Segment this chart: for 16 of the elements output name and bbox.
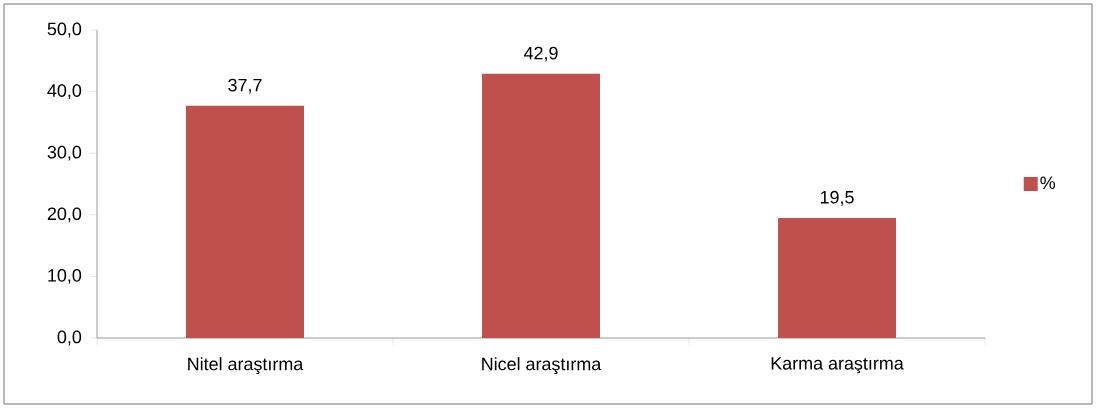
bar xyxy=(186,105,305,338)
bar xyxy=(778,217,897,338)
y-tick-label: 0,0 xyxy=(57,330,82,346)
x-tick-label: Nitel araştırma xyxy=(188,357,304,374)
y-tick-label: 10,0 xyxy=(48,268,82,284)
y-tick-label: 40,0 xyxy=(47,84,82,100)
data-label: 19,5 xyxy=(820,190,854,206)
x-tick-label: Karma araştırma xyxy=(771,357,904,374)
y-tick-label: 50,0 xyxy=(47,22,82,38)
legend-label: % xyxy=(1040,176,1056,189)
data-label: 37,7 xyxy=(228,78,262,94)
y-tick-label: 20,0 xyxy=(47,207,82,223)
x-tick-label: Nicel araştırma xyxy=(482,357,602,374)
data-label: 42,9 xyxy=(523,46,558,62)
y-tick-label: 30,0 xyxy=(47,145,82,161)
bar xyxy=(482,73,601,338)
